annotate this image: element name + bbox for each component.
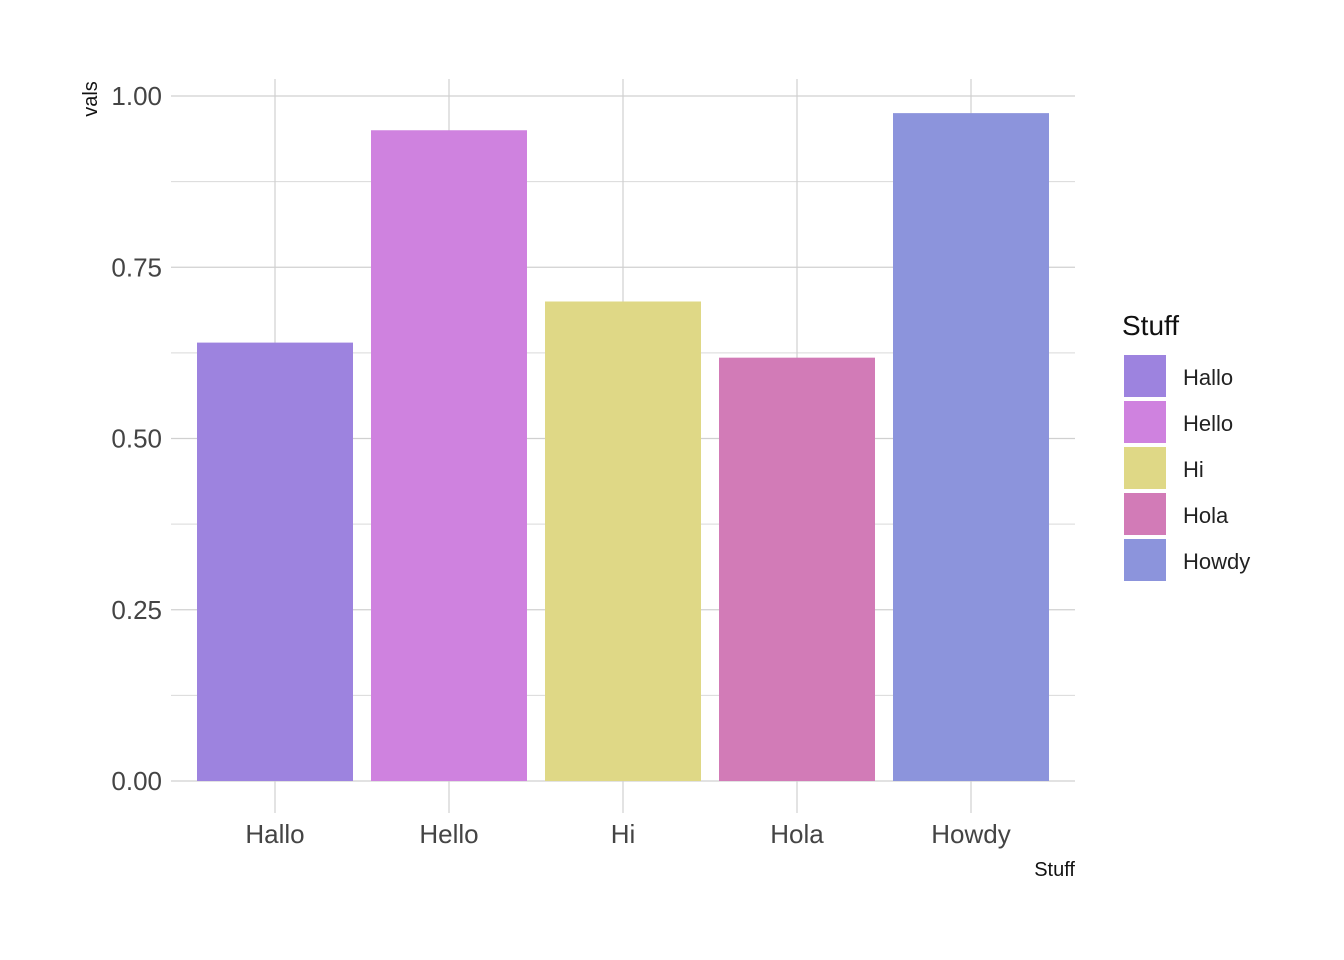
y-axis-ticks: 0.00 0.25 0.50 0.75 1.00 (111, 81, 162, 796)
x-tick-label: Hallo (245, 819, 304, 849)
legend-label-howdy: Howdy (1183, 549, 1250, 574)
legend-label-hi: Hi (1183, 457, 1204, 482)
y-tick-label: 0.25 (111, 595, 162, 625)
y-tick-label: 0.50 (111, 424, 162, 454)
legend-title: Stuff (1122, 310, 1179, 341)
bar-hallo (197, 342, 353, 781)
x-tick-label: Hello (419, 819, 478, 849)
bar-hola (719, 357, 875, 781)
x-axis-ticks: Hallo Hello Hi Hola Howdy (245, 819, 1010, 849)
legend-swatch-hola (1124, 493, 1166, 535)
y-tick-label: 0.00 (111, 766, 162, 796)
legend-swatch-howdy (1124, 539, 1166, 581)
y-tick-label: 0.75 (111, 252, 162, 282)
legend-label-hello: Hello (1183, 411, 1233, 436)
legend-label-hallo: Hallo (1183, 365, 1233, 390)
legend-label-hola: Hola (1183, 503, 1229, 528)
x-tick-label: Hi (611, 819, 636, 849)
x-axis-title: Stuff (1034, 859, 1075, 881)
y-tick-label: 1.00 (111, 81, 162, 111)
bar-hello (371, 130, 527, 781)
x-tick-label: Howdy (931, 819, 1010, 849)
bar-hi (545, 301, 701, 781)
legend: Stuff Hallo Hello Hi Hola Howdy (1122, 310, 1250, 581)
bar-howdy (893, 113, 1049, 781)
legend-swatch-hello (1124, 401, 1166, 443)
legend-swatch-hallo (1124, 355, 1166, 397)
bars (197, 113, 1049, 781)
x-tick-label: Hola (770, 819, 824, 849)
legend-swatch-hi (1124, 447, 1166, 489)
y-axis-title: vals (80, 81, 102, 117)
legend-items: Hallo Hello Hi Hola Howdy (1124, 355, 1250, 581)
